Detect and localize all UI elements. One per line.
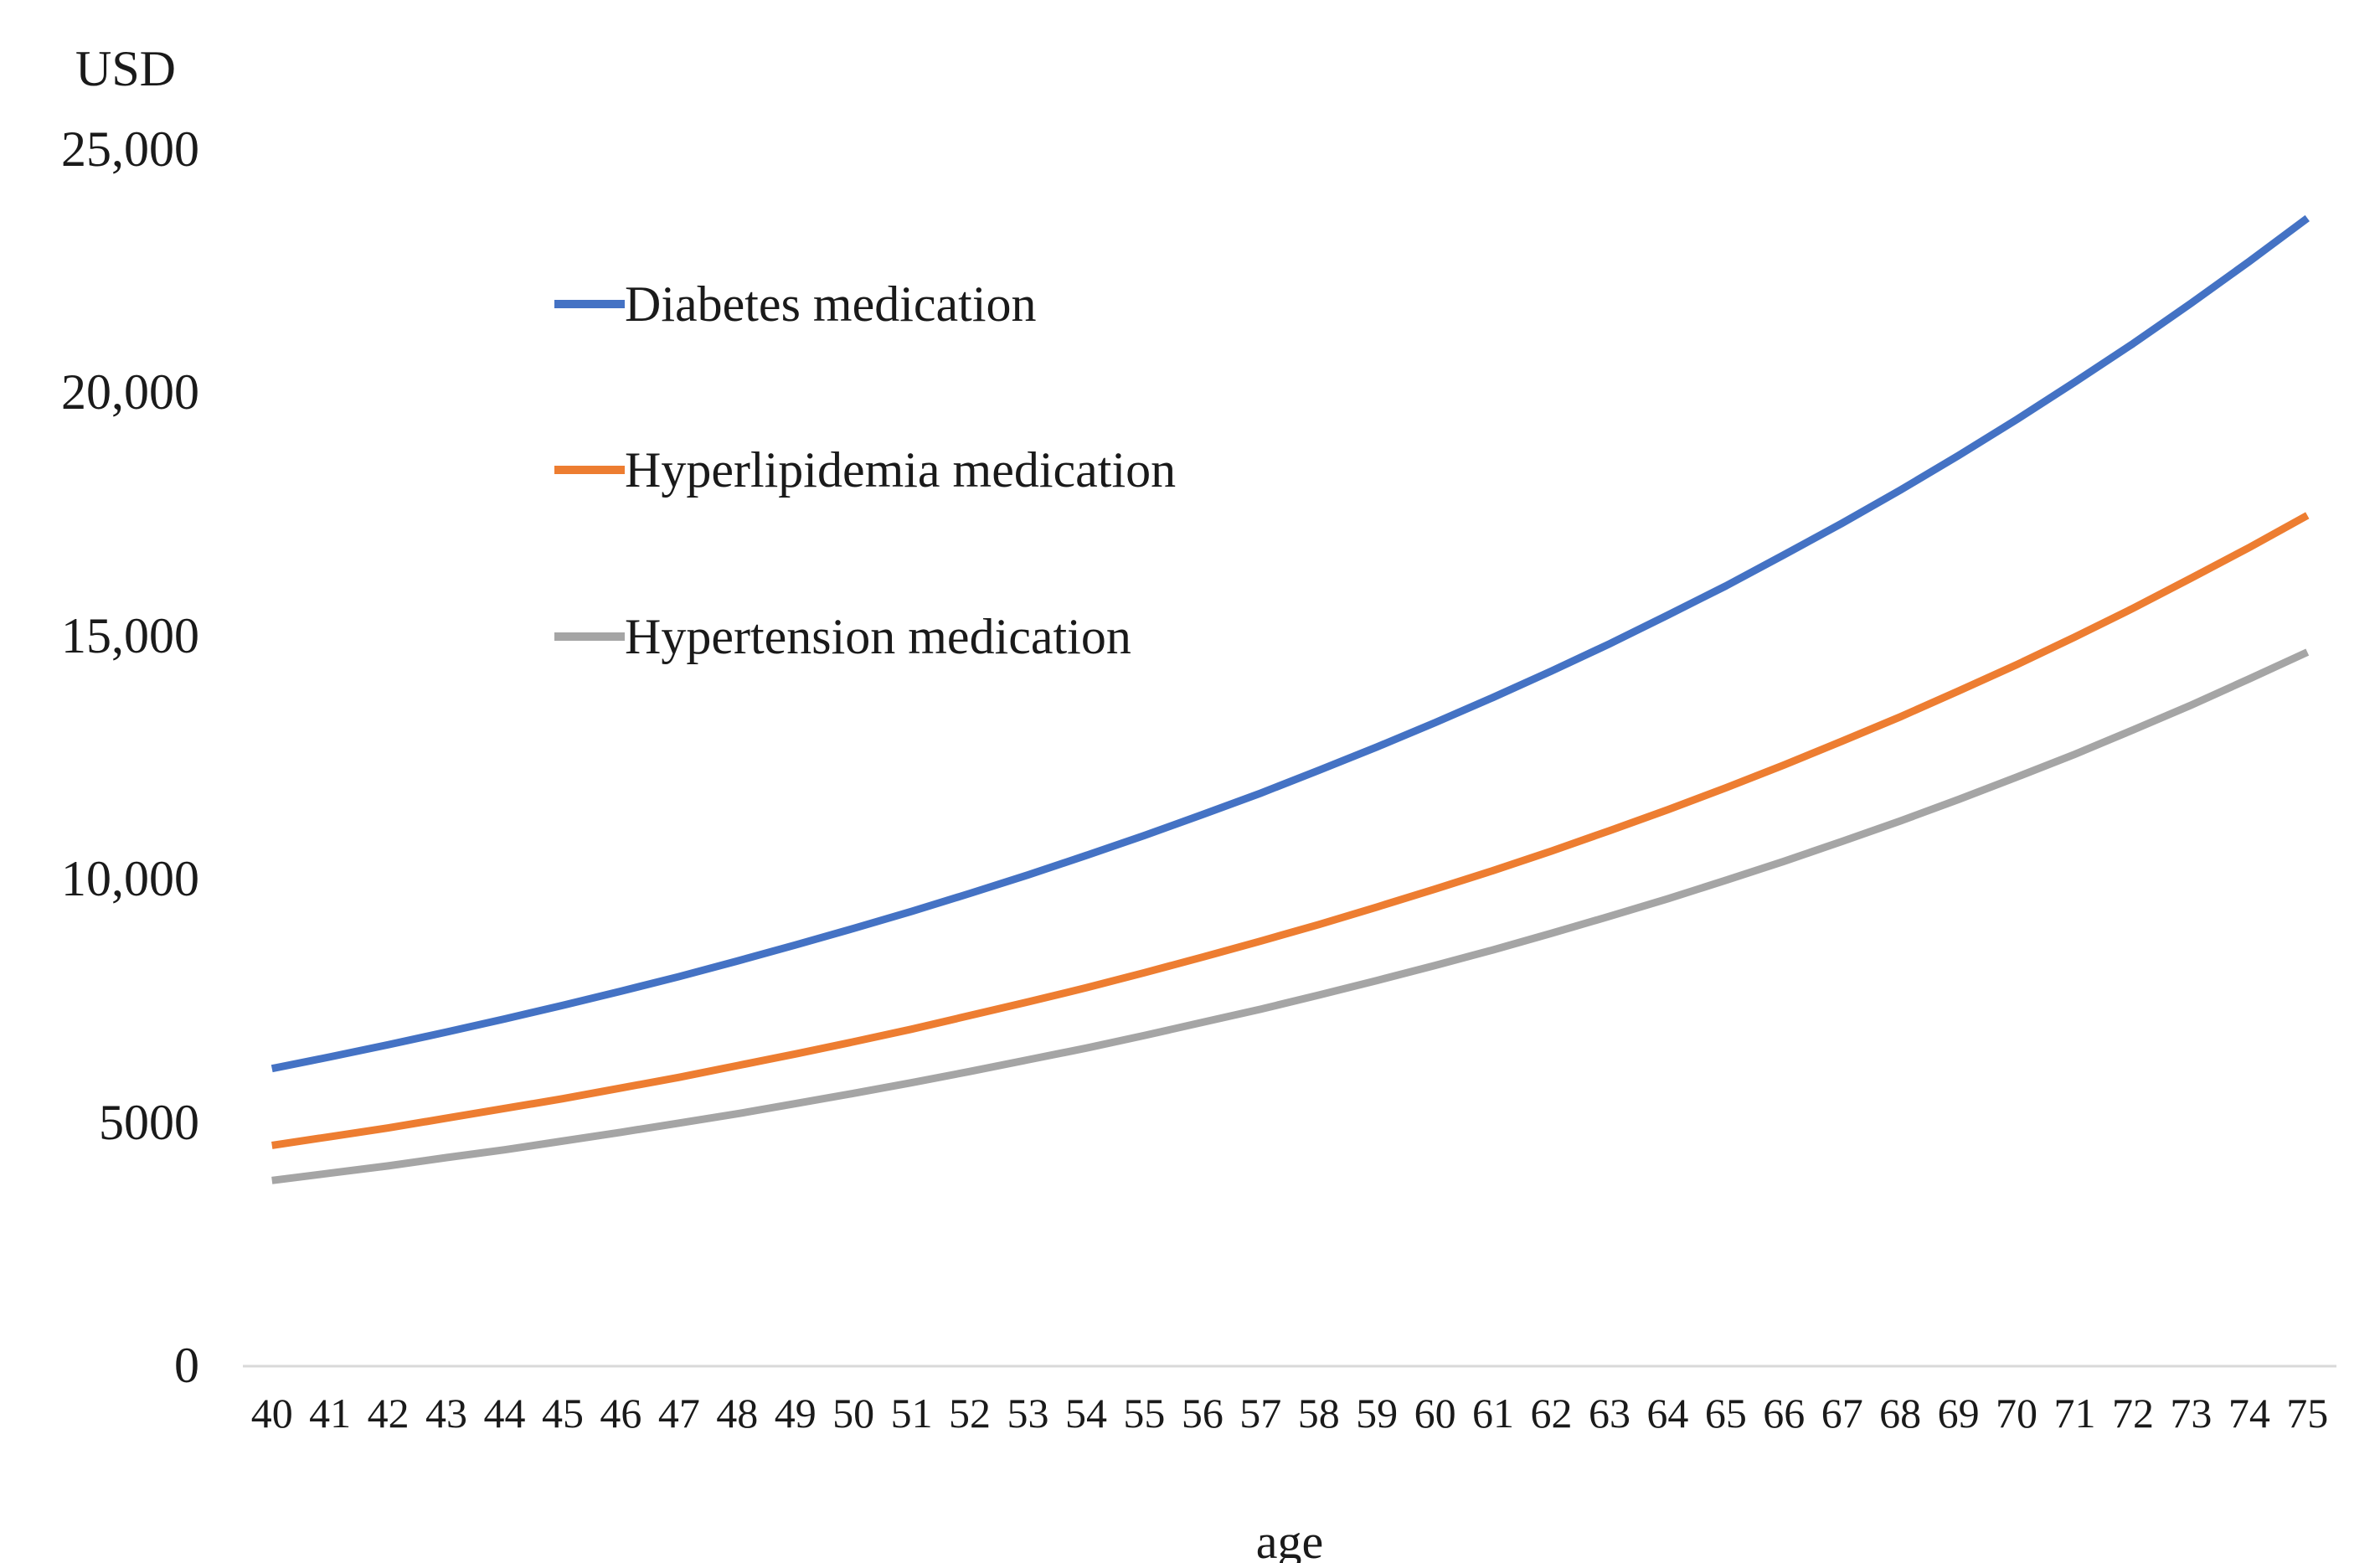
series-line-hypertension [271, 648, 2310, 1184]
x-tick-label: 63 [1588, 1390, 1630, 1437]
x-tick-label: 64 [1646, 1390, 1689, 1437]
x-tick-label: 75 [2286, 1390, 2329, 1437]
x-tick-label: 56 [1181, 1390, 1223, 1437]
x-tick-label: 48 [716, 1390, 759, 1437]
legend-line-swatch-hypertension [554, 632, 625, 641]
series-line-hyperlipidemia [271, 512, 2310, 1149]
x-tick-label: 69 [1937, 1390, 1980, 1437]
x-tick-label: 47 [657, 1390, 700, 1437]
x-tick-label: 55 [1123, 1390, 1166, 1437]
legend-line-swatch-hyperlipidemia [554, 466, 625, 474]
x-tick-label: 49 [774, 1390, 817, 1437]
x-tick-label: 52 [949, 1390, 992, 1437]
y-tick-label: 20,000 [61, 364, 199, 420]
x-tick-label: 40 [250, 1390, 293, 1437]
legend-label-diabetes: Diabetes medication [625, 276, 1037, 332]
legend-line-swatch-diabetes [554, 300, 625, 308]
x-tick-label: 60 [1414, 1390, 1456, 1437]
x-tick-label: 50 [832, 1390, 875, 1437]
x-tick-label: 57 [1239, 1390, 1282, 1437]
x-tick-label: 45 [541, 1390, 584, 1437]
legend-label-hypertension: Hypertension medication [625, 609, 1131, 664]
x-tick-label: 54 [1064, 1390, 1107, 1437]
y-axis-title: USD [75, 41, 177, 96]
y-tick-label: 5000 [99, 1094, 199, 1150]
y-tick-label: 15,000 [61, 607, 199, 663]
x-tick-label: 61 [1472, 1390, 1515, 1437]
x-tick-label: 53 [1007, 1390, 1049, 1437]
legend-item-diabetes: Diabetes medication [554, 276, 1036, 332]
x-tick-label: 66 [1763, 1390, 1806, 1437]
x-tick-label: 65 [1704, 1390, 1747, 1437]
legend-label-hyperlipidemia: Hyperlipidemia medication [625, 442, 1177, 498]
legend-item-hypertension: Hypertension medication [554, 609, 1131, 664]
x-axis-title: age [1255, 1514, 1324, 1563]
x-tick-label: 72 [2111, 1390, 2154, 1437]
y-tick-label: 25,000 [61, 121, 199, 177]
legend-item-hyperlipidemia: Hyperlipidemia medication [554, 442, 1176, 498]
y-tick-label: 0 [174, 1338, 199, 1393]
x-tick-label: 51 [890, 1390, 933, 1437]
x-tick-label: 59 [1356, 1390, 1399, 1437]
x-tick-label: 58 [1297, 1390, 1340, 1437]
x-tick-label: 44 [483, 1390, 526, 1437]
x-tick-label: 62 [1530, 1390, 1573, 1437]
x-tick-label: 67 [1821, 1390, 1863, 1437]
x-tick-label: 42 [367, 1390, 410, 1437]
x-tick-label: 71 [2053, 1390, 2096, 1437]
series-line-diabetes [270, 214, 2310, 1073]
x-tick-label: 73 [2170, 1390, 2213, 1437]
x-tick-label: 43 [425, 1390, 468, 1437]
x-tick-label: 68 [1879, 1390, 1922, 1437]
x-tick-label: 41 [309, 1390, 352, 1437]
y-tick-label: 10,000 [61, 851, 199, 907]
x-tick-label: 74 [2228, 1390, 2270, 1437]
x-tick-label: 46 [600, 1390, 642, 1437]
x-tick-label: 70 [1996, 1390, 2038, 1437]
